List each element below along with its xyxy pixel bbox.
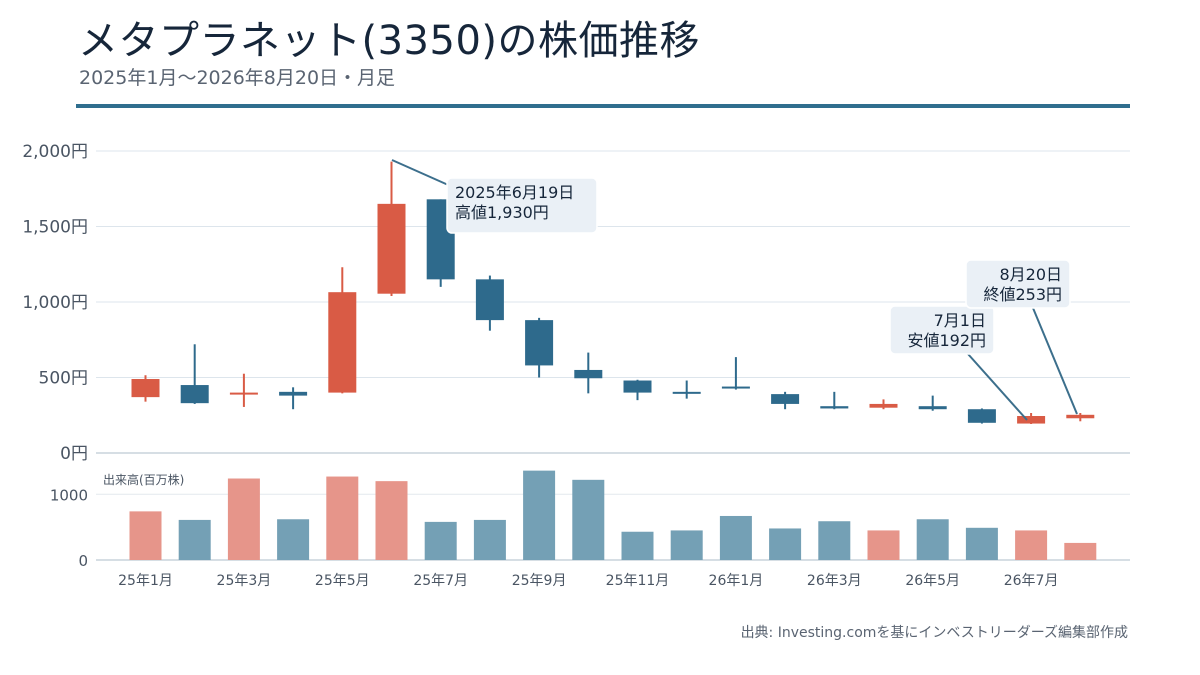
x-tick-label: 25年3月 bbox=[217, 573, 272, 589]
annotation-leader bbox=[1032, 307, 1078, 415]
candle-body bbox=[377, 203, 406, 294]
volume-tick-label: 1000 bbox=[50, 486, 88, 504]
candle-body bbox=[918, 406, 947, 410]
price-tick-label: 500円 bbox=[39, 369, 88, 389]
x-tick-label: 25年11月 bbox=[606, 573, 670, 589]
candle-body bbox=[967, 409, 996, 423]
candle-body bbox=[180, 385, 209, 404]
candle-body bbox=[525, 320, 554, 366]
annotation-text: 7月1日 bbox=[934, 311, 986, 330]
candle-body bbox=[771, 394, 800, 404]
x-tick-label: 25年7月 bbox=[413, 573, 468, 589]
annotation-box bbox=[889, 305, 995, 355]
candle-body bbox=[869, 403, 898, 408]
volume-grid: 0 1000 bbox=[50, 486, 1130, 570]
x-tick-label: 25年1月 bbox=[118, 573, 173, 589]
volume-bar bbox=[916, 519, 949, 560]
volume-bar bbox=[818, 521, 851, 560]
volume-bar bbox=[867, 530, 900, 560]
x-tick-label: 26年1月 bbox=[709, 573, 764, 589]
volume-bar bbox=[670, 530, 703, 560]
volume-bar bbox=[375, 481, 408, 560]
volume-bar bbox=[473, 519, 506, 560]
volume-bar bbox=[1064, 542, 1097, 560]
title-divider bbox=[76, 104, 1130, 108]
candle-body bbox=[131, 379, 160, 398]
chart-subtitle: 2025年1月〜2026年8月20日・月足 bbox=[79, 67, 396, 89]
volume-bar bbox=[326, 476, 359, 560]
x-tick-label: 26年5月 bbox=[905, 573, 960, 589]
x-axis-ticks: 25年1月 25年3月 25年5月 25年7月 25年9月 25年11月 26年1月 26年3… bbox=[118, 573, 1058, 589]
price-tick-label: 1,000円 bbox=[22, 293, 88, 313]
volume-bar bbox=[769, 528, 802, 560]
price-tick-label: 2,000円 bbox=[22, 142, 88, 162]
candle-body bbox=[623, 380, 652, 393]
volume-bar bbox=[621, 531, 654, 560]
annotation-leader bbox=[967, 353, 1028, 421]
volume-tick-label: 0 bbox=[78, 552, 88, 570]
candle-body bbox=[574, 369, 603, 379]
volume-axis-label: 出来高(百万株) bbox=[103, 472, 184, 487]
candle-body bbox=[328, 292, 357, 393]
annotation-leader bbox=[391, 159, 456, 189]
volume-bar bbox=[523, 470, 556, 560]
price-tick-label: 0円 bbox=[60, 444, 88, 464]
volume-bar bbox=[178, 519, 211, 560]
annotation-text: 8月20日 bbox=[999, 265, 1062, 284]
candle-body bbox=[1066, 414, 1095, 419]
volume-bar bbox=[227, 478, 260, 560]
annotation-text: 終値253円 bbox=[983, 285, 1062, 304]
candle-body bbox=[721, 386, 750, 389]
annotation-text: 安値192円 bbox=[907, 331, 986, 350]
chart-title: メタプラネット(3350)の株価推移 bbox=[78, 18, 701, 64]
annotation-box bbox=[446, 177, 598, 234]
candle-body bbox=[672, 391, 701, 394]
volume-bar bbox=[1015, 530, 1048, 560]
volume-bar bbox=[129, 511, 162, 560]
annotation-text: 高値1,930円 bbox=[455, 203, 549, 222]
candle-body bbox=[229, 392, 258, 395]
price-grid: 0円 500円 1,000円 1,500円 2,000円 bbox=[22, 142, 1130, 464]
candles bbox=[131, 161, 1095, 425]
x-tick-label: 26年3月 bbox=[807, 573, 862, 589]
volume-bar bbox=[719, 515, 752, 560]
volume-bar bbox=[572, 479, 605, 560]
price-tick-label: 1,500円 bbox=[22, 218, 88, 238]
candle-body bbox=[279, 391, 308, 396]
volume-bar bbox=[277, 519, 310, 560]
candle-body bbox=[820, 406, 849, 409]
volume-bar bbox=[965, 527, 998, 560]
x-tick-label: 25年5月 bbox=[315, 573, 370, 589]
x-tick-label: 25年9月 bbox=[512, 573, 567, 589]
volume-bars bbox=[129, 470, 1097, 560]
volume-bar bbox=[424, 521, 457, 560]
x-tick-label: 26年7月 bbox=[1004, 573, 1059, 589]
candle-body bbox=[475, 279, 504, 321]
source-note: 出典: Investing.comを基にインベストリーダーズ編集部作成 bbox=[740, 625, 1128, 641]
annotation-text: 2025年6月19日 bbox=[455, 183, 574, 202]
candle-body bbox=[1017, 416, 1046, 424]
annotation-box bbox=[965, 259, 1071, 309]
